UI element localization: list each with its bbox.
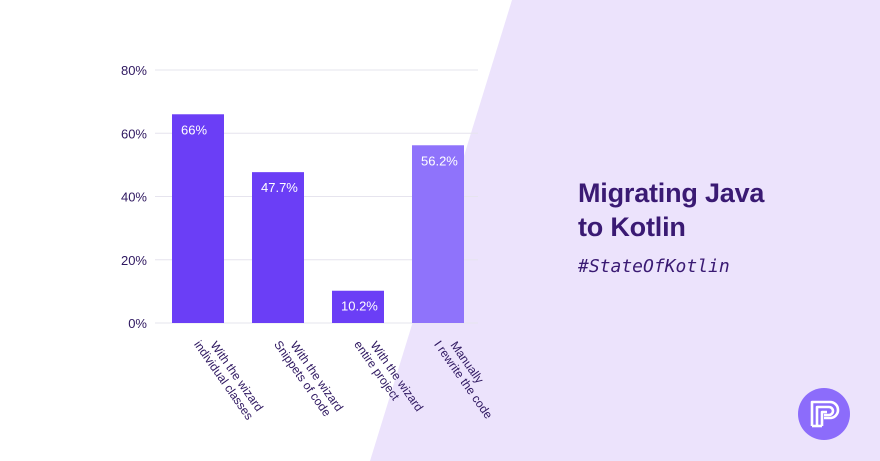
x-category-label: With the wizardindividual classes: [191, 330, 267, 422]
title-block: Migrating Java to Kotlin #StateOfKotlin: [578, 176, 764, 277]
y-tick-label: 0%: [128, 316, 147, 331]
bar: [252, 172, 304, 323]
bar-chart: 0% 20% 40% 60% 80% 66% 47.7% 10.2% 56.2% With t…: [121, 63, 506, 423]
title-line-2: to Kotlin: [578, 212, 686, 242]
y-axis-tick-labels: 0% 20% 40% 60% 80%: [121, 63, 147, 331]
bar-value-label: 47.7%: [261, 180, 298, 195]
logo-mark: [810, 400, 840, 428]
bar-value-label: 10.2%: [341, 299, 378, 314]
tiered-p-logo-icon: [798, 388, 850, 440]
hashtag-label: #StateOfKotlin: [578, 256, 730, 277]
bar-value-label: 66%: [181, 122, 207, 137]
x-category-label: With the wizardSnippets of code: [271, 330, 346, 421]
lavender-diagonal-panel: [370, 0, 880, 461]
x-category-label: With the wizardentire project: [351, 330, 426, 421]
bar: [332, 290, 384, 323]
bars: [172, 114, 464, 324]
y-tick-label: 60%: [121, 126, 147, 141]
bar: [172, 114, 224, 324]
bar-value-label: 56.2%: [421, 153, 458, 168]
y-tick-label: 80%: [121, 63, 147, 78]
y-tick-label: 20%: [121, 253, 147, 268]
x-category-label: ManuallyI rewrite the code: [431, 330, 506, 421]
title-line-1: Migrating Java: [578, 178, 765, 208]
bar: [412, 145, 464, 323]
y-tick-label: 40%: [121, 190, 147, 205]
value-labels: 66% 47.7% 10.2% 56.2%: [181, 122, 458, 313]
x-axis-category-labels: With the wizardindividual classes With th…: [191, 330, 506, 423]
